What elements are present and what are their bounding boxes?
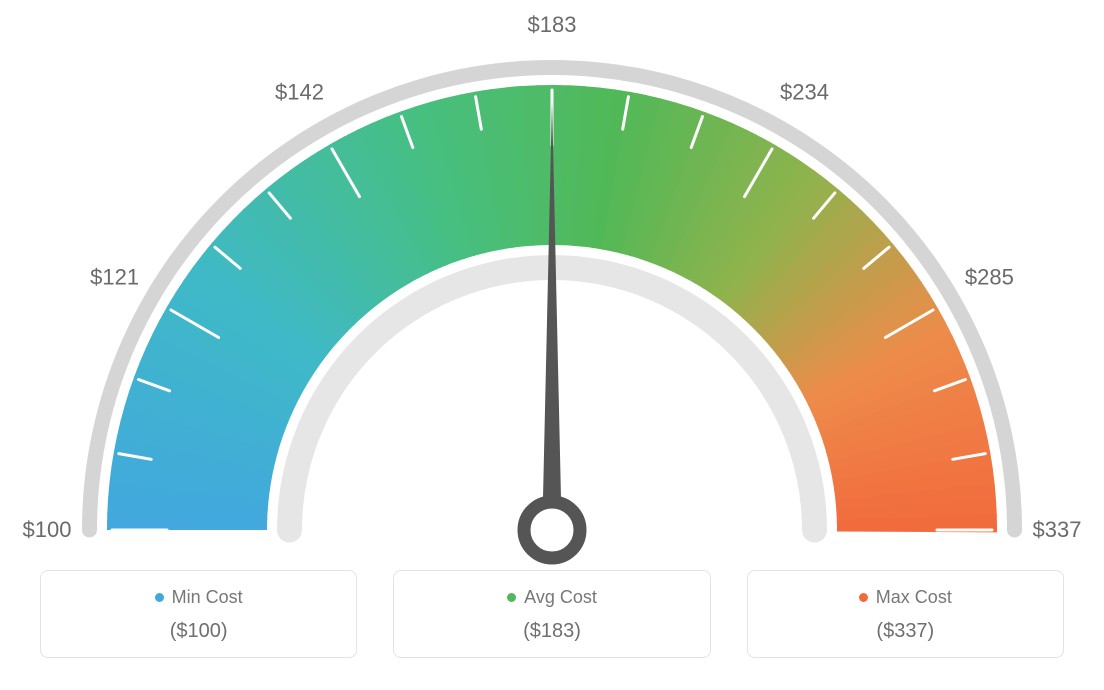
gauge-tick-label: $121: [90, 265, 139, 290]
dot-icon: [859, 593, 868, 602]
legend-label-text: Avg Cost: [524, 587, 597, 608]
gauge-tick-label: $285: [965, 265, 1014, 290]
legend-label-max: Max Cost: [859, 587, 952, 608]
legend-card-avg: Avg Cost ($183): [393, 570, 710, 658]
legend-label-min: Min Cost: [155, 587, 243, 608]
legend-label-text: Max Cost: [876, 587, 952, 608]
dot-icon: [507, 593, 516, 602]
dot-icon: [155, 593, 164, 602]
legend-value-max: ($337): [760, 620, 1051, 643]
legend-row: Min Cost ($100) Avg Cost ($183) Max Cost…: [0, 570, 1104, 658]
gauge-tick-label: $337: [1033, 517, 1082, 542]
gauge-tick-label: $100: [23, 517, 72, 542]
gauge-tick-label: $183: [528, 12, 577, 37]
legend-label-avg: Avg Cost: [507, 587, 597, 608]
legend-label-text: Min Cost: [172, 587, 243, 608]
cost-gauge: $100 $121 $142 $183 $234 $285 $337: [0, 0, 1104, 570]
gauge-tick-label: $234: [780, 80, 829, 105]
legend-card-min: Min Cost ($100): [40, 570, 357, 658]
legend-value-avg: ($183): [406, 620, 697, 643]
legend-value-min: ($100): [53, 620, 344, 643]
legend-card-max: Max Cost ($337): [747, 570, 1064, 658]
gauge-tick-label: $142: [275, 80, 324, 105]
gauge-hub: [524, 502, 580, 558]
